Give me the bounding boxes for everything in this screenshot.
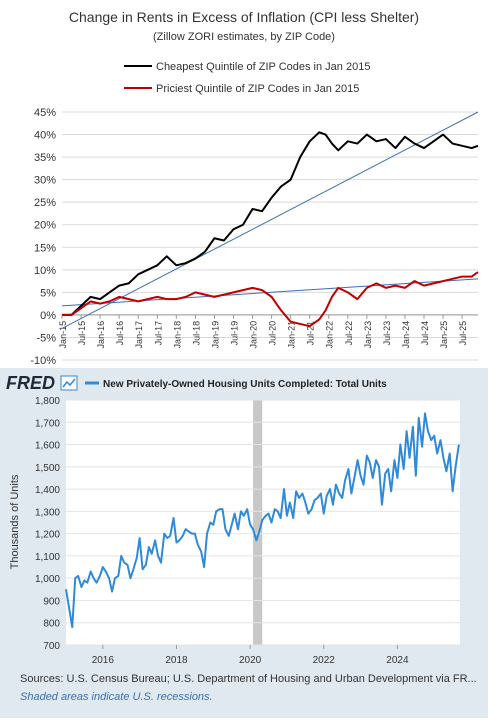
fred-logo-text: FRED [6,373,55,393]
rent-x-tick-label: Jan-21 [287,321,297,349]
priciest-quintile-line [62,271,479,328]
rent-trendline [61,111,479,329]
rent-y-tick-label: 25% [34,197,56,209]
rent-y-tick-label: 30% [34,175,56,187]
fred-y-axis: 700 800 900 1,000 1,100 1,200 1,300 1,400 1,500 1… [35,396,60,652]
fred-x-tick-label: 2016 [92,655,115,666]
fred-series [65,412,460,629]
rent-y-tick-label: -10% [30,355,56,367]
rent-chart-title: Change in Rents in Excess of Inflation (… [69,9,419,25]
fred-x-axis: 2016 2018 2020 2022 2024 [92,645,409,666]
fred-y-tick-label: 1,300 [35,507,60,518]
rent-x-tick-label: Jan-18 [172,321,182,349]
rent-x-tick-label: Jul-23 [382,321,392,346]
rent-x-tick-label: Jul-15 [77,321,87,346]
fred-chart-panel: FRED New Privately-Owned Housing Units C… [0,368,488,718]
recession-band [253,400,263,645]
rent-x-tick-label: Jul-25 [458,321,468,346]
rent-x-tick-label: Jul-16 [115,321,125,346]
rent-legend: Cheapest Quintile of ZIP Codes in Jan 20… [124,61,370,95]
rent-y-tick-label: 0% [40,310,56,322]
fred-y-tick-label: 800 [43,619,60,630]
rent-y-axis: -10% -5% 0% 5% 10% 15% 20% 25% 30% 35% 40% 45% [30,107,56,367]
rent-x-tick-label: Jul-17 [153,321,163,346]
fred-y-tick-label: 1,500 [35,463,60,474]
rent-y-tick-label: 35% [34,152,56,164]
rent-x-tick-label: Jan-25 [439,321,449,349]
fred-recession-note[interactable]: Shaded areas indicate U.S. recessions. [20,691,213,703]
rent-y-tick-label: 10% [34,265,56,277]
fred-y-tick-label: 1,000 [35,574,60,585]
rent-x-tick-label: Jan-20 [249,321,259,349]
fred-x-tick-label: 2020 [239,655,262,666]
rent-y-tick-label: 45% [34,107,56,119]
rent-y-tick-label: -5% [36,332,56,344]
rent-y-tick-label: 15% [34,242,56,254]
rent-x-tick-label: Jul-22 [344,321,354,346]
rent-x-tick-label: Jan-23 [363,321,373,349]
fred-chart: FRED New Privately-Owned Housing Units C… [6,373,460,666]
rent-x-tick-label: Jul-18 [191,321,201,346]
fred-y-tick-label: 1,800 [35,396,60,407]
rent-x-tick-label: Jan-24 [401,321,411,349]
rent-x-tick-label: Jul-21 [306,321,316,346]
fred-y-tick-label: 1,400 [35,485,60,496]
fred-y-tick-label: 1,600 [35,441,60,452]
rent-x-tick-label: Jan-15 [58,321,68,349]
rent-chart-subtitle: (Zillow ZORI estimates, by ZIP Code) [153,31,335,43]
rent-y-tick-label: 5% [40,287,56,299]
fred-y-tick-label: 1,200 [35,530,60,541]
fred-plot-area [66,400,460,645]
rent-x-tick-label: Jan-16 [96,321,106,349]
rent-x-tick-label: Jan-19 [210,321,220,349]
rent-x-tick-label: Jul-19 [229,321,239,346]
rent-x-axis: Jan-15 Jul-15 Jan-16 Jul-16 Jan-17 Jul-17 Jan-… [58,314,468,349]
fred-legend: New Privately-Owned Housing Units Comple… [85,379,387,390]
fred-y-tick-label: 1,700 [35,418,60,429]
rent-trendlines [61,111,479,329]
fred-logo: FRED [6,373,78,393]
fred-y-tick-label: 1,100 [35,552,60,563]
rent-x-tick-label: Jan-22 [325,321,335,349]
rent-chart-panel: Change in Rents in Excess of Inflation (… [30,9,479,367]
fred-grid [66,399,460,646]
fred-y-axis-title: Thousands of Units [9,474,21,569]
cheapest-quintile-line [62,131,479,316]
rent-x-tick-label: Jan-17 [134,321,144,349]
legend-label-cheapest: Cheapest Quintile of ZIP Codes in Jan 20… [156,61,370,73]
fred-x-tick-label: 2024 [386,655,409,666]
fred-y-tick-label: 900 [43,596,60,607]
housing-completions-line [65,412,460,629]
rent-x-tick-label: Jul-20 [268,321,278,346]
legend-label-priciest: Priciest Quintile of ZIP Codes in Jan 20… [156,83,359,95]
fred-y-tick-label: 700 [43,641,60,652]
rent-series [62,131,479,328]
rent-chart: Change in Rents in Excess of Inflation (… [30,9,479,367]
fred-x-tick-label: 2018 [165,655,188,666]
fred-logo-line-icon [62,378,76,388]
fred-x-tick-label: 2022 [313,655,336,666]
rent-y-tick-label: 40% [34,130,56,142]
rent-y-tick-label: 20% [34,220,56,232]
fred-legend-label: New Privately-Owned Housing Units Comple… [103,379,387,390]
rent-trendline [61,278,479,307]
fred-source-text: Sources: U.S. Census Bureau; U.S. Depart… [20,673,477,685]
recession-shading [253,400,263,645]
rent-x-tick-label: Jul-24 [420,321,430,346]
